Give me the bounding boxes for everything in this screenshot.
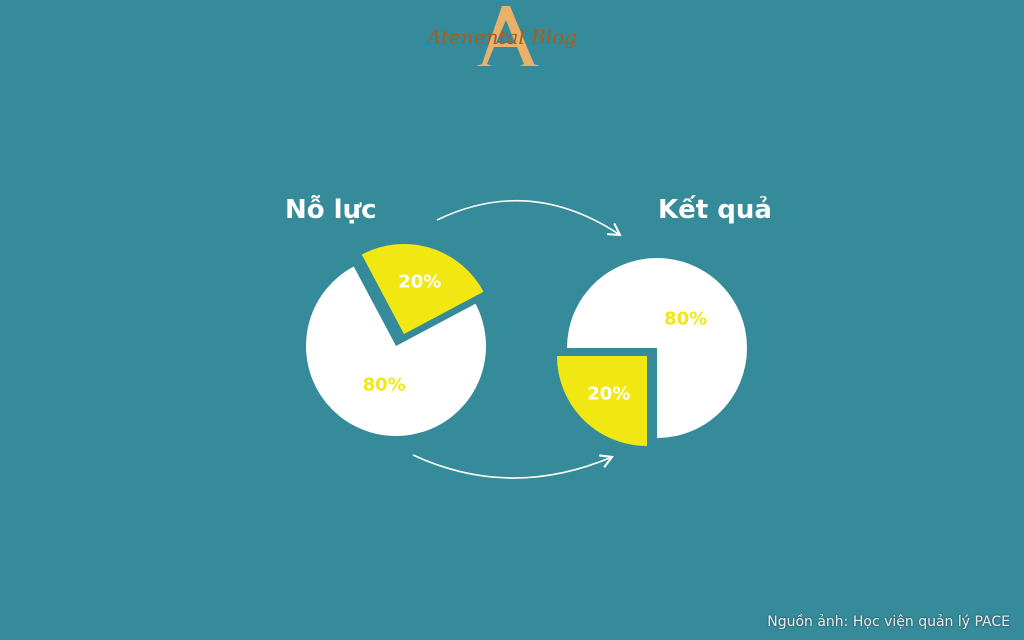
pie-0-label-0: 20% (398, 271, 442, 293)
pie-1-slice-0 (557, 356, 647, 446)
pie-1-label-1: 80% (664, 308, 708, 330)
effort-title: Nỗ lực (285, 195, 377, 225)
pie-0-slice-1 (306, 266, 487, 437)
pie-1-slice-1 (567, 258, 747, 438)
pie-1-label-0: 20% (587, 383, 631, 405)
pie-0-slice-0 (361, 244, 484, 334)
logo-wordmark: Atenental Blog (425, 25, 577, 49)
result-title: Kết quả (658, 195, 772, 225)
logo: Atenental Blog (425, 6, 577, 66)
arrow-bottom (412, 454, 614, 479)
logo-letter-shape (476, 6, 540, 66)
arrow-top (436, 200, 622, 237)
image-credit: Nguồn ảnh: Học viện quản lý PACE (767, 614, 1010, 630)
pie-0-label-1: 80% (362, 374, 406, 396)
